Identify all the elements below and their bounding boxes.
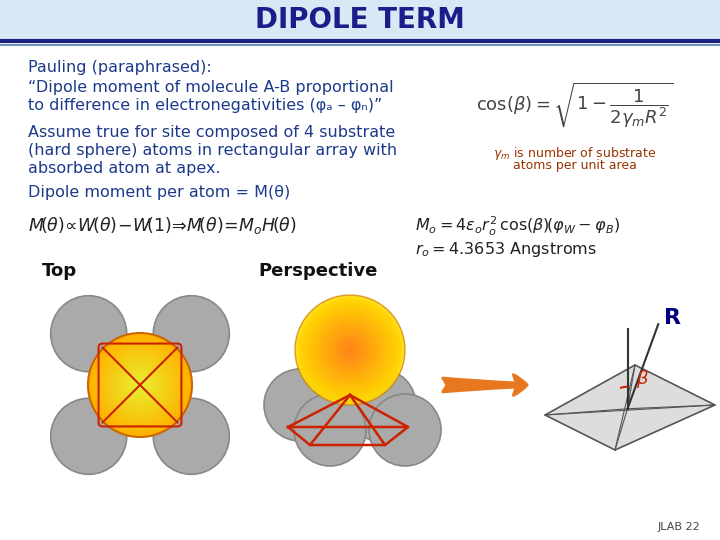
Circle shape [336,335,364,364]
Text: absorbed atom at apex.: absorbed atom at apex. [28,161,220,176]
Text: atoms per unit area: atoms per unit area [513,159,637,172]
Circle shape [135,381,144,389]
Circle shape [92,338,188,433]
Circle shape [50,399,127,474]
Circle shape [346,346,354,354]
Text: to difference in electronegativities (φₐ – φₙ)”: to difference in electronegativities (φₐ… [28,98,382,113]
Circle shape [114,359,166,411]
Circle shape [122,368,158,402]
Circle shape [264,369,336,441]
Circle shape [294,394,366,466]
Circle shape [302,302,397,397]
Circle shape [109,355,171,415]
Circle shape [295,295,405,405]
Circle shape [127,372,153,398]
Text: $\beta$: $\beta$ [636,368,649,390]
Circle shape [317,317,383,383]
FancyBboxPatch shape [0,0,720,40]
Text: Dipole moment per atom = M(θ): Dipole moment per atom = M(θ) [28,185,290,200]
Circle shape [313,313,387,387]
Circle shape [153,399,229,474]
Text: DIPOLE TERM: DIPOLE TERM [255,6,465,34]
Text: “Dipole moment of molecule A-B proportional: “Dipole moment of molecule A-B proportio… [28,80,394,95]
Circle shape [306,306,394,394]
Circle shape [105,350,175,420]
Text: $r_o=4.3653\ \mathrm{Angstroms}$: $r_o=4.3653\ \mathrm{Angstroms}$ [415,240,597,259]
Circle shape [88,333,192,437]
Circle shape [328,328,372,372]
Text: $M\!\left(\theta\right)\!\propto\!W\!\left(\theta\right)\!-\!W\!\left(1\right)\!: $M\!\left(\theta\right)\!\propto\!W\!\le… [28,215,297,236]
Text: Assume true for site composed of 4 substrate: Assume true for site composed of 4 subst… [28,125,395,140]
Circle shape [96,342,184,428]
Circle shape [118,363,162,407]
Circle shape [131,376,148,394]
Circle shape [310,309,390,390]
Text: R: R [665,308,681,328]
Circle shape [320,321,379,379]
Text: Perspective: Perspective [258,262,377,280]
Circle shape [101,346,179,424]
Circle shape [343,343,357,357]
Text: $\gamma_m$ is number of substrate: $\gamma_m$ is number of substrate [493,145,657,162]
Circle shape [344,369,416,441]
Circle shape [153,296,229,372]
Text: Top: Top [42,262,77,280]
Circle shape [50,296,127,372]
Text: (hard sphere) atoms in rectangular array with: (hard sphere) atoms in rectangular array… [28,143,397,158]
Text: JLAB 22: JLAB 22 [657,522,700,532]
Circle shape [339,339,361,361]
Circle shape [369,394,441,466]
Circle shape [324,325,376,376]
Text: Pauling (paraphrased):: Pauling (paraphrased): [28,60,212,75]
Text: $\cos\!\left(\beta\right)=\sqrt{1-\dfrac{1}{2\gamma_{m}R^{2}}}$: $\cos\!\left(\beta\right)=\sqrt{1-\dfrac… [477,80,674,130]
Polygon shape [545,365,715,450]
Circle shape [332,332,369,368]
Circle shape [299,299,401,401]
Text: $M_o=4\varepsilon_o r_o^2\,\cos\!\left(\beta\right)\!\left(\varphi_W-\varphi_B\r: $M_o=4\varepsilon_o r_o^2\,\cos\!\left(\… [415,215,620,238]
